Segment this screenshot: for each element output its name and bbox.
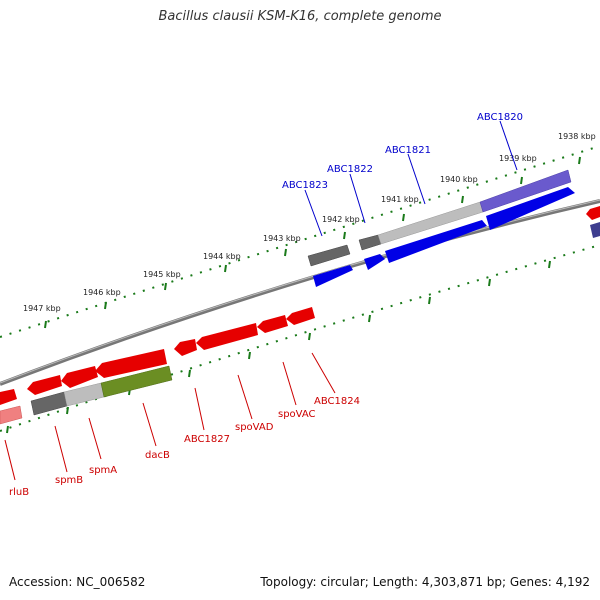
- upper-tick-scale: [0, 145, 600, 338]
- gene-label-reverse[interactable]: ABC1824: [314, 396, 360, 407]
- kbp-label: 1946 kbp: [83, 288, 121, 297]
- feature-bar-gray[interactable]: [358, 234, 382, 251]
- gene-arrow-forward[interactable]: [385, 220, 487, 263]
- gene-label-forward[interactable]: ABC1820: [477, 112, 523, 123]
- accession-text: Accession: NC_006582: [9, 575, 146, 589]
- gene-arrow-reverse[interactable]: [174, 339, 197, 356]
- map-title: Bacillus clausii KSM-K16, complete genom…: [158, 9, 442, 24]
- genome-backbone-highlight: [0, 199, 600, 384]
- gene-arrow-reverse[interactable]: [586, 206, 600, 220]
- gene-label-reverse[interactable]: spoVAC: [278, 409, 316, 420]
- gene-label-reverse[interactable]: ABC1827: [184, 434, 230, 445]
- gene-arrow-reverse[interactable]: [61, 366, 98, 388]
- gene-arrow-forward[interactable]: [313, 265, 353, 287]
- gene-label-reverse[interactable]: rluB: [9, 487, 29, 498]
- gene-label-forward[interactable]: ABC1823: [282, 180, 328, 191]
- kbp-label: 1941 kbp: [381, 195, 419, 204]
- lower-tick-scale: [0, 244, 600, 432]
- gene-arrow-reverse[interactable]: [286, 307, 315, 325]
- gene-label-forward[interactable]: ABC1822: [327, 164, 373, 175]
- genome-backbone: [0, 199, 600, 386]
- kbp-label: 1943 kbp: [263, 234, 301, 243]
- reverse-label-connectors: [4, 352, 336, 481]
- gene-arrow-reverse[interactable]: [27, 375, 62, 395]
- lower-major-ticks: [6, 260, 551, 434]
- feature-bar-pink[interactable]: [0, 405, 23, 425]
- gene-arrow-reverse[interactable]: [257, 315, 288, 333]
- kbp-label: 1938 kbp: [558, 132, 596, 141]
- gene-arrow-reverse[interactable]: [196, 323, 258, 350]
- feature-bar-purple[interactable]: [479, 169, 572, 213]
- kbp-label: 1945 kbp: [143, 270, 181, 279]
- kbp-label: 1944 kbp: [203, 252, 241, 261]
- gene-arrow-forward[interactable]: [486, 187, 575, 230]
- feature-bar-gray[interactable]: [307, 244, 351, 267]
- forward-label-connectors: [304, 120, 518, 237]
- kbp-label: 1942 kbp: [322, 215, 360, 224]
- gene-label-reverse[interactable]: spmB: [55, 475, 83, 486]
- feature-bar-olive[interactable]: [100, 365, 173, 398]
- gene-label-reverse[interactable]: spmA: [89, 465, 117, 476]
- gene-label-reverse[interactable]: spoVAD: [235, 422, 274, 433]
- feature-bar-gray[interactable]: [30, 391, 68, 416]
- gene-arrow-forward[interactable]: [364, 254, 385, 270]
- gene-label-reverse[interactable]: dacB: [145, 450, 170, 461]
- kbp-label: 1939 kbp: [499, 154, 537, 163]
- gene-arrow-reverse[interactable]: [95, 349, 167, 378]
- gene-arrow-reverse[interactable]: [0, 389, 17, 405]
- topology-summary: Topology: circular; Length: 4,303,871 bp…: [260, 575, 590, 589]
- kbp-label: 1947 kbp: [23, 304, 61, 313]
- kbp-label: 1940 kbp: [440, 175, 478, 184]
- gene-arrow-forward[interactable]: [590, 222, 600, 238]
- gene-label-forward[interactable]: ABC1821: [385, 145, 431, 156]
- upper-major-ticks: [44, 156, 581, 329]
